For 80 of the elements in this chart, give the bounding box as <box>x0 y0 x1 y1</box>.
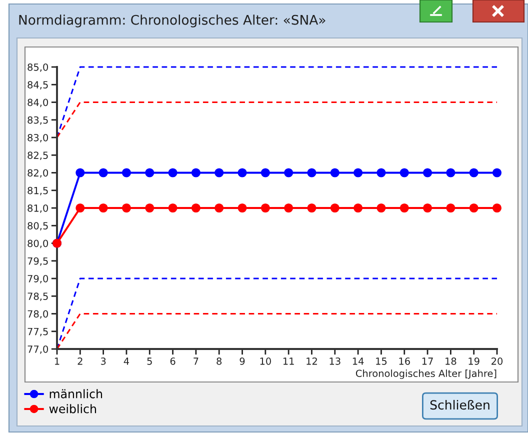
point <box>214 168 224 178</box>
point <box>168 203 178 213</box>
point <box>446 203 456 213</box>
x-tick-label: 2 <box>78 358 82 365</box>
point <box>469 168 478 178</box>
point <box>122 203 131 213</box>
point <box>446 168 456 178</box>
point <box>376 168 386 178</box>
x-tick-label: 3 <box>100 358 106 365</box>
y-tick-label: 81,5 <box>28 186 48 196</box>
point <box>284 168 294 178</box>
point <box>423 203 432 213</box>
point <box>492 168 502 178</box>
x-tick-label: 4 <box>124 358 130 365</box>
point <box>376 203 386 213</box>
point <box>260 203 270 213</box>
y-tick-label: 77,5 <box>28 328 48 336</box>
x-tick-label: 7 <box>194 358 198 365</box>
point <box>76 203 85 213</box>
y-tick-label: 82,0 <box>28 169 48 178</box>
point <box>492 203 502 213</box>
y-tick-label: 78,0 <box>28 310 48 319</box>
x-tick-label: 18 <box>446 358 456 365</box>
y-tick-label: 84,0 <box>28 98 48 108</box>
y-tick-label: 77,0 <box>28 345 48 354</box>
y-tick-label: 78,5 <box>28 292 48 301</box>
x-tick-label: 5 <box>147 358 152 365</box>
point <box>98 203 108 213</box>
point <box>145 203 154 213</box>
x-tick-label: 12 <box>306 358 317 365</box>
point <box>284 203 294 213</box>
x-tick-label: 13 <box>330 358 340 365</box>
x-tick-label: 17 <box>422 358 433 365</box>
x-tick-label: 20 <box>492 358 503 365</box>
chart-title: Normdiagramm: Chronologisches Alter: «SNA» <box>19 14 326 28</box>
y-tick-label: 79,0 <box>28 274 48 284</box>
y-tick-label: 85,0 <box>28 63 48 72</box>
point <box>307 168 316 178</box>
point <box>122 168 131 178</box>
x-tick-label: 10 <box>260 358 271 365</box>
y-tick-label: 79,5 <box>28 257 48 266</box>
point <box>469 203 478 213</box>
point <box>98 168 108 178</box>
point <box>260 168 270 178</box>
point <box>354 203 363 213</box>
point <box>423 168 432 178</box>
y-tick-label: 80,5 <box>28 222 48 230</box>
point <box>238 203 247 213</box>
point <box>168 168 178 178</box>
x-tick-label: 19 <box>468 358 480 365</box>
point <box>400 203 409 213</box>
y-tick-label: 83,5 <box>28 116 48 125</box>
x-tick-label: 11 <box>283 358 294 365</box>
y-tick-label: 83,0 <box>28 134 48 142</box>
legend-label: weiblich <box>49 404 96 414</box>
point <box>307 203 316 213</box>
x-tick-label: 1 <box>54 358 60 365</box>
legend-label: männlich <box>50 389 102 398</box>
point <box>191 168 200 178</box>
point <box>330 168 340 178</box>
y-tick-label: 81,0 <box>28 204 48 213</box>
point <box>400 168 409 178</box>
text: Schließen <box>430 400 490 410</box>
point <box>145 168 154 178</box>
x-tick-label: 6 <box>170 358 176 365</box>
y-tick-label: 80,0 <box>28 240 48 248</box>
point <box>354 168 363 178</box>
point <box>191 203 200 213</box>
point <box>214 203 224 213</box>
x-tick-label: 15 <box>376 358 387 365</box>
x-axis-title: Chronologisches Alter [Jahre] <box>356 370 496 379</box>
x-tick-label: 9 <box>240 358 245 365</box>
x-tick-label: 16 <box>399 358 410 365</box>
y-tick-label: 84,5 <box>28 81 48 90</box>
x-tick-label: 14 <box>352 358 364 365</box>
x-tick-label: 8 <box>216 358 222 365</box>
point <box>76 168 85 178</box>
y-tick-label: 82,5 <box>28 152 48 160</box>
point <box>330 203 340 213</box>
point <box>238 168 247 178</box>
